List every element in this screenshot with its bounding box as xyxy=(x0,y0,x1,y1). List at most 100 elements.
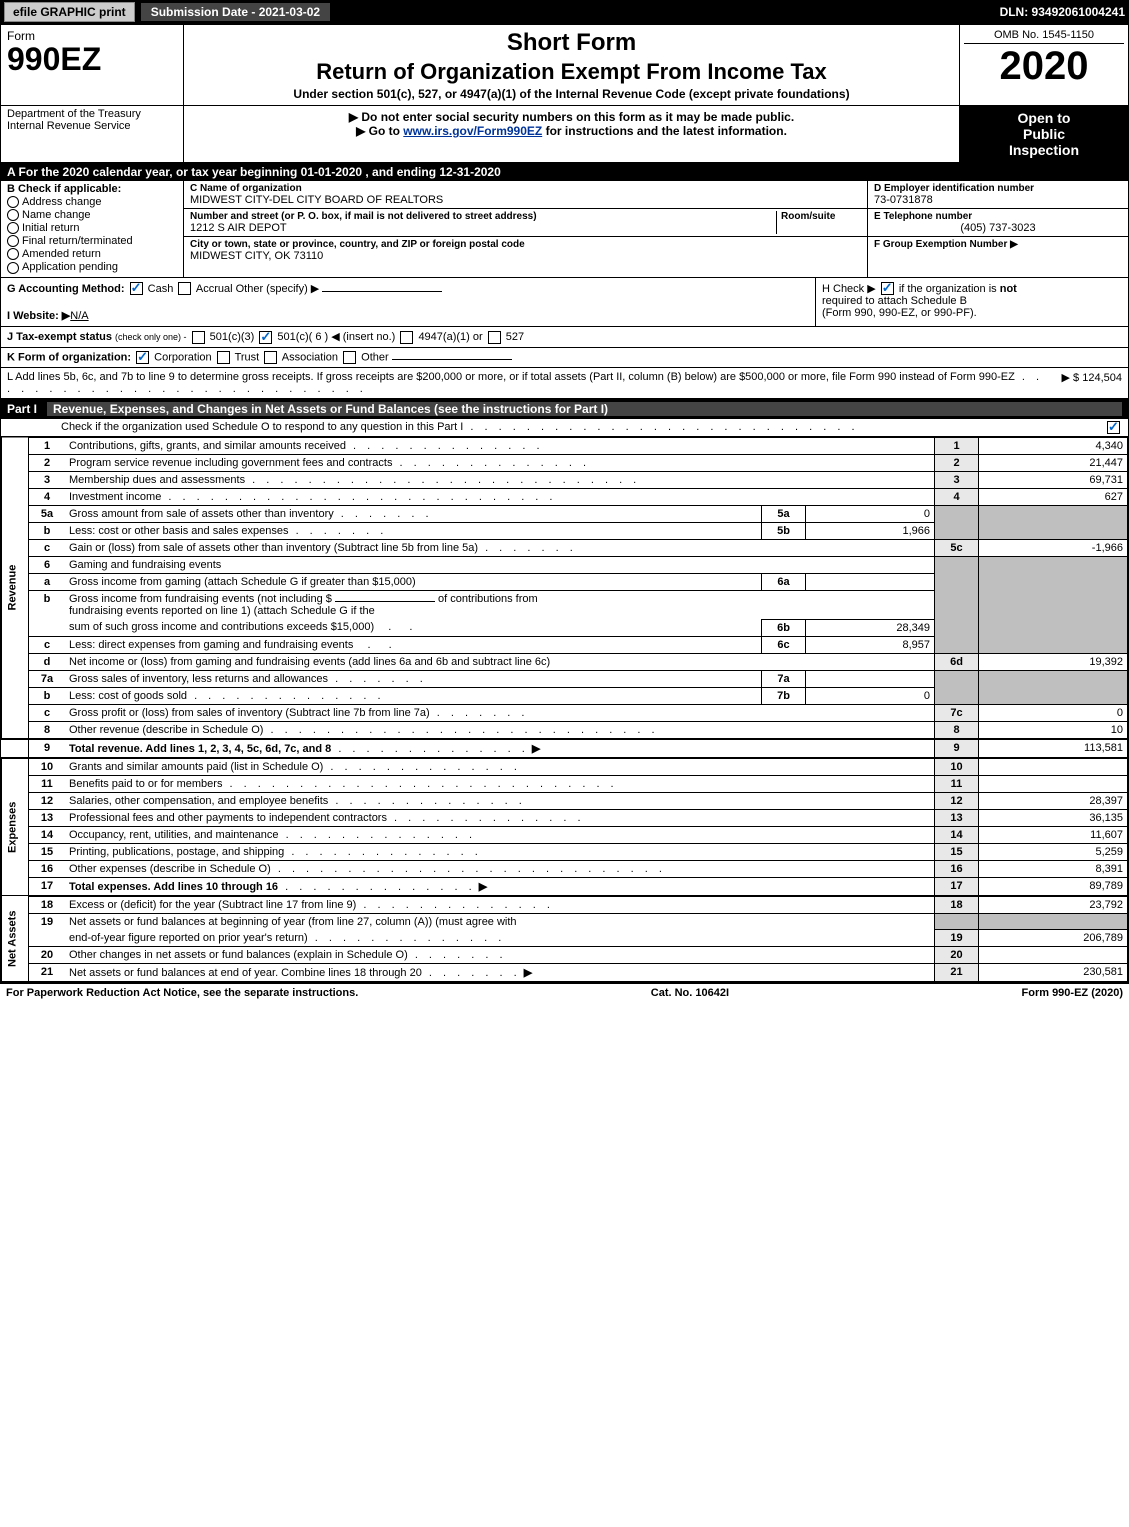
other-specify-line[interactable] xyxy=(322,291,442,292)
top-bar: efile GRAPHIC print Submission Date - 20… xyxy=(0,0,1129,24)
form-title-box: Short Form Return of Organization Exempt… xyxy=(184,25,960,105)
chk-trust[interactable] xyxy=(217,351,230,364)
row-4: 4 Investment income . . . . . . . . . . … xyxy=(2,488,1128,505)
open-public-box: Open to Public Inspection xyxy=(960,106,1128,162)
short-form-title: Short Form xyxy=(190,29,953,57)
amt-9: 113,581 xyxy=(979,739,1128,758)
amt-21: 230,581 xyxy=(979,964,1128,982)
row-18: Net Assets 18 Excess or (deficit) for th… xyxy=(2,896,1128,914)
amt-15: 5,259 xyxy=(979,843,1128,860)
row-3: 3 Membership dues and assessments . . . … xyxy=(2,471,1128,488)
part-1-table: Revenue 1 Contributions, gifts, grants, … xyxy=(1,437,1128,983)
amt-5c: -1,966 xyxy=(979,539,1128,556)
row-19-text: 19 Net assets or fund balances at beginn… xyxy=(2,913,1128,930)
row-16: 16 Other expenses (describe in Schedule … xyxy=(2,860,1128,877)
form-container: Form 990EZ Short Form Return of Organiza… xyxy=(0,24,1129,983)
section-C: C Name of organization MIDWEST CITY-DEL … xyxy=(184,181,868,277)
chk-other-org[interactable] xyxy=(343,351,356,364)
amt-6d: 19,392 xyxy=(979,653,1128,670)
row-17: 17 Total expenses. Add lines 10 through … xyxy=(2,877,1128,896)
6b-contrib-blank[interactable] xyxy=(335,601,435,602)
row-6: 6 Gaming and fundraising events xyxy=(2,556,1128,573)
efile-print-button[interactable]: efile GRAPHIC print xyxy=(4,2,135,22)
chk-address-change[interactable]: Address change xyxy=(7,196,177,208)
net-assets-side-label: Net Assets xyxy=(2,896,29,982)
section-DEF: D Employer identification number 73-0731… xyxy=(868,181,1128,277)
C-street-label: Number and street (or P. O. box, if mail… xyxy=(190,211,776,222)
chk-amended-return[interactable]: Amended return xyxy=(7,248,177,260)
chk-application-pending[interactable]: Application pending xyxy=(7,261,177,273)
G-line: G Accounting Method: Cash Accrual Other … xyxy=(7,282,809,296)
subval-7b: 0 xyxy=(806,687,935,704)
other-org-line[interactable] xyxy=(392,359,512,360)
chk-501c[interactable] xyxy=(259,331,272,344)
form-number: 990EZ xyxy=(7,43,177,75)
amt-12: 28,397 xyxy=(979,792,1128,809)
D-label: D Employer identification number xyxy=(874,183,1122,194)
chk-schedule-o-part1[interactable] xyxy=(1107,421,1120,434)
dln: DLN: 93492061004241 xyxy=(1000,5,1125,19)
instructions-box: ▶ Do not enter social security numbers o… xyxy=(184,106,960,162)
amt-17: 89,789 xyxy=(979,877,1128,896)
row-21: 21 Net assets or fund balances at end of… xyxy=(2,964,1128,982)
row-9: 9 Total revenue. Add lines 1, 2, 3, 4, 5… xyxy=(2,739,1128,758)
tax-year: 2020 xyxy=(964,46,1124,86)
dept-box: Department of the Treasury Internal Reve… xyxy=(1,106,184,162)
amt-14: 11,607 xyxy=(979,826,1128,843)
footer-mid: Cat. No. 10642I xyxy=(651,987,729,999)
chk-501c3[interactable] xyxy=(192,331,205,344)
form-id-box: Form 990EZ xyxy=(1,25,184,105)
amt-7c: 0 xyxy=(979,704,1128,721)
omb-year-box: OMB No. 1545-1150 2020 xyxy=(960,25,1128,105)
page-footer: For Paperwork Reduction Act Notice, see … xyxy=(0,983,1129,1002)
line-L: L Add lines 5b, 6c, and 7b to line 9 to … xyxy=(1,368,1128,399)
chk-final-return[interactable]: Final return/terminated xyxy=(7,235,177,247)
C-city-label: City or town, state or province, country… xyxy=(190,239,861,250)
section-B: B Check if applicable: Address change Na… xyxy=(1,181,184,277)
row-8: 8 Other revenue (describe in Schedule O)… xyxy=(2,721,1128,739)
header-row-2: Department of the Treasury Internal Reve… xyxy=(1,106,1128,163)
chk-527[interactable] xyxy=(488,331,501,344)
row-5c: c Gain or (loss) from sale of assets oth… xyxy=(2,539,1128,556)
C-name-label: C Name of organization xyxy=(190,183,861,194)
amt-2: 21,447 xyxy=(979,454,1128,471)
chk-4947[interactable] xyxy=(400,331,413,344)
I-line: I Website: ▶N/A xyxy=(7,309,809,322)
dept-line-1: Department of the Treasury xyxy=(7,108,177,120)
amt-16: 8,391 xyxy=(979,860,1128,877)
amt-4: 627 xyxy=(979,488,1128,505)
under-section-text: Under section 501(c), 527, or 4947(a)(1)… xyxy=(190,87,953,101)
F-label: F Group Exemption Number ▶ xyxy=(874,239,1122,250)
chk-accrual[interactable] xyxy=(178,282,191,295)
irs-link[interactable]: www.irs.gov/Form990EZ xyxy=(403,124,542,138)
C-street-value: 1212 S AIR DEPOT xyxy=(190,222,776,234)
goto-line: ▶ Go to www.irs.gov/Form990EZ for instru… xyxy=(188,124,955,138)
subval-5b: 1,966 xyxy=(806,522,935,539)
subval-7a xyxy=(806,670,935,687)
expenses-side-label: Expenses xyxy=(2,758,29,896)
line-K: K Form of organization: Corporation Trus… xyxy=(1,348,1128,368)
row-11: 11 Benefits paid to or for members . . .… xyxy=(2,775,1128,792)
ssn-warning: ▶ Do not enter social security numbers o… xyxy=(188,110,955,124)
footer-left: For Paperwork Reduction Act Notice, see … xyxy=(6,987,358,999)
chk-cash[interactable] xyxy=(130,282,143,295)
row-5a: 5a Gross amount from sale of assets othe… xyxy=(2,505,1128,522)
row-12: 12 Salaries, other compensation, and emp… xyxy=(2,792,1128,809)
row-7a: 7a Gross sales of inventory, less return… xyxy=(2,670,1128,687)
row-13: 13 Professional fees and other payments … xyxy=(2,809,1128,826)
C-city-value: MIDWEST CITY, OK 73110 xyxy=(190,250,861,262)
row-6d: d Net income or (loss) from gaming and f… xyxy=(2,653,1128,670)
chk-corp[interactable] xyxy=(136,351,149,364)
row-19: end-of-year figure reported on prior yea… xyxy=(2,930,1128,947)
section-GHI: G Accounting Method: Cash Accrual Other … xyxy=(1,278,1128,328)
subval-6c: 8,957 xyxy=(806,636,935,653)
chk-assoc[interactable] xyxy=(264,351,277,364)
row-7c: c Gross profit or (loss) from sales of i… xyxy=(2,704,1128,721)
omb-number: OMB No. 1545-1150 xyxy=(964,29,1124,44)
chk-H[interactable] xyxy=(881,282,894,295)
C-name-value: MIDWEST CITY-DEL CITY BOARD OF REALTORS xyxy=(190,194,861,206)
chk-initial-return[interactable]: Initial return xyxy=(7,222,177,234)
part-1-header: Part I Revenue, Expenses, and Changes in… xyxy=(1,399,1128,419)
amt-1: 4,340 xyxy=(979,437,1128,454)
chk-name-change[interactable]: Name change xyxy=(7,209,177,221)
